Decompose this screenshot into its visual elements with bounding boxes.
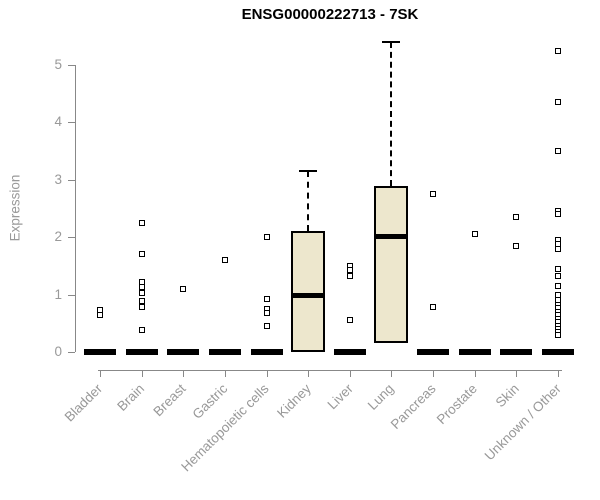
x-tick: [100, 370, 101, 377]
zero-bar-gastric: [208, 349, 241, 355]
outlier-point-unknown-other: [555, 148, 562, 155]
zero-bar-bladder: [84, 349, 116, 355]
chart-title: ENSG00000222713 - 7SK: [241, 6, 419, 23]
zero-bar-brain: [125, 349, 158, 355]
outlier-point-brain: [138, 298, 145, 305]
outlier-point-unknown-other: [555, 265, 562, 272]
y-tick: [68, 352, 75, 353]
x-tick: [516, 370, 518, 377]
x-tick: [308, 370, 310, 377]
y-tick-label: 4: [54, 114, 62, 130]
outlier-point-unknown-other: [555, 211, 562, 218]
outlier-point-brain: [138, 219, 145, 226]
outlier-point-unknown-other: [555, 282, 562, 289]
outlier-point-unknown-other: [555, 331, 562, 338]
x-tick: [349, 370, 351, 377]
outlier-point-hematopoietic-cells: [263, 296, 270, 303]
whisker-line-lung: [390, 42, 393, 186]
x-axis-line: [98, 370, 563, 371]
zero-bar-prostate: [458, 349, 491, 355]
zero-bar-liver: [333, 349, 366, 355]
y-tick: [68, 237, 75, 239]
x-tick: [391, 370, 393, 377]
box-kidney: [291, 231, 326, 352]
y-tick: [68, 294, 75, 296]
outlier-point-brain: [138, 251, 145, 258]
outlier-point-unknown-other: [555, 245, 562, 252]
x-axis-label-kidney: Kidney: [273, 381, 314, 421]
outlier-point-brain: [138, 289, 145, 296]
x-tick: [141, 370, 143, 377]
x-tick: [474, 370, 476, 377]
zero-bar-hematopoietic-cells: [250, 349, 283, 355]
y-tick-label: 5: [54, 57, 62, 72]
x-tick: [266, 370, 268, 377]
x-axis-label-pancreas: Pancreas: [387, 381, 439, 432]
x-axis-label-lung: Lung: [365, 381, 398, 413]
outlier-point-hematopoietic-cells: [263, 234, 270, 241]
whisker-cap-lung: [382, 41, 401, 44]
x-axis-label-brain: Brain: [114, 381, 148, 414]
zero-bar-breast: [167, 349, 200, 355]
y-tick-label: 3: [54, 171, 62, 187]
y-axis-title: Expression: [7, 174, 23, 242]
y-tick: [68, 65, 75, 66]
outlier-point-brain: [138, 284, 145, 291]
x-tick: [558, 370, 560, 377]
zero-bar-skin: [500, 349, 533, 355]
y-tick: [68, 122, 75, 124]
outlier-point-unknown-other: [555, 47, 562, 54]
x-axis-label-unknown-other: Unknown / Other: [481, 381, 564, 464]
x-tick: [224, 370, 226, 377]
outlier-point-unknown-other: [555, 291, 562, 298]
whisker-line-kidney: [307, 171, 310, 232]
y-axis-line: [75, 65, 76, 352]
outlier-point-hematopoietic-cells: [263, 309, 270, 316]
median-line-lung: [376, 234, 407, 240]
x-tick: [433, 370, 435, 377]
whisker-cap-kidney: [299, 170, 318, 173]
outlier-point-skin: [513, 214, 520, 221]
outlier-point-brain: [138, 304, 145, 311]
outlier-point-hematopoietic-cells: [263, 323, 270, 330]
outlier-point-unknown-other: [555, 273, 562, 280]
x-axis-label-prostate: Prostate: [434, 381, 481, 428]
x-axis-label-bladder: Bladder: [62, 381, 106, 425]
y-tick-label: 0: [54, 344, 62, 359]
outlier-point-liver: [346, 272, 353, 279]
outlier-point-brain: [138, 327, 145, 334]
outlier-point-breast: [180, 285, 187, 292]
zero-bar-pancreas: [417, 349, 450, 355]
median-line-kidney: [293, 292, 324, 298]
outlier-point-unknown-other: [555, 99, 562, 106]
outlier-point-prostate: [471, 231, 478, 238]
y-tick-label: 1: [54, 286, 62, 302]
y-tick-label: 2: [54, 229, 62, 245]
y-tick: [68, 179, 75, 181]
box-lung: [374, 185, 409, 344]
outlier-point-skin: [513, 242, 520, 249]
outlier-point-gastric: [221, 257, 228, 264]
x-axis-label-liver: Liver: [324, 381, 356, 413]
x-axis-label-breast: Breast: [150, 381, 189, 420]
zero-bar-unknown-other: [542, 349, 575, 355]
outlier-point-pancreas: [430, 304, 437, 311]
outlier-point-bladder: [97, 311, 103, 318]
x-axis-label-skin: Skin: [492, 381, 522, 411]
x-tick: [183, 370, 185, 377]
outlier-point-liver: [346, 317, 353, 324]
outlier-point-pancreas: [430, 191, 437, 198]
